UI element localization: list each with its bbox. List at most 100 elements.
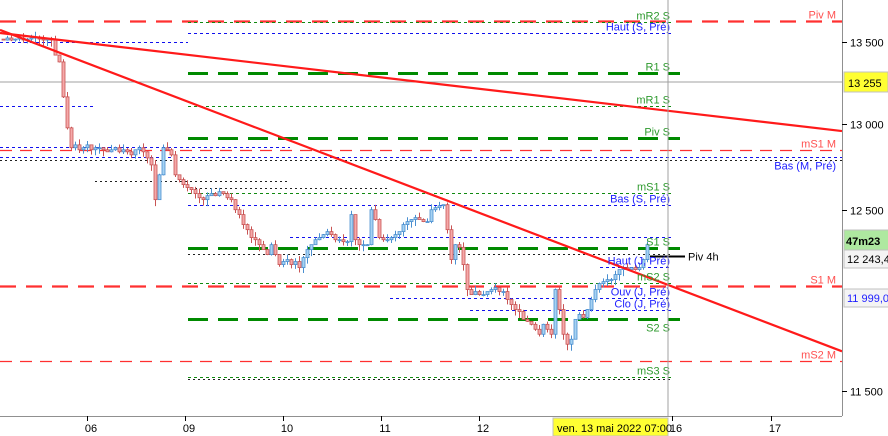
candle (605, 279, 610, 283)
time-axis[interactable]: 06 09 10 11 12 16 17 ven. 13 mai 2022 07:00 (0, 416, 842, 436)
candle (333, 234, 338, 241)
candle (637, 267, 642, 270)
candle (201, 197, 206, 201)
candle (177, 174, 182, 181)
candle (209, 193, 214, 197)
candle (461, 246, 466, 265)
candle (233, 199, 238, 211)
level-label: mR1 S (636, 95, 670, 107)
candle (537, 328, 542, 335)
candle (429, 209, 434, 222)
trendline[interactable] (0, 28, 843, 353)
price-tick-label: 13 000 (850, 120, 884, 132)
candle (465, 264, 470, 290)
candle (257, 239, 262, 246)
candle (297, 261, 302, 269)
candle (77, 144, 82, 151)
candle (269, 244, 274, 255)
candle (609, 279, 614, 282)
candle (241, 214, 246, 225)
candle (457, 244, 462, 248)
candle (545, 323, 550, 330)
candle (477, 291, 482, 296)
candle (169, 149, 174, 156)
time-tick-label: 17 (769, 423, 781, 435)
candle (493, 287, 498, 290)
candle (341, 239, 346, 243)
candle (285, 259, 290, 262)
trendlines-layer[interactable] (0, 28, 843, 353)
level-label: mS2 S (637, 272, 670, 284)
candle (85, 144, 90, 149)
candle (473, 291, 478, 296)
level-label: S1 M (810, 275, 836, 287)
candle (97, 147, 102, 150)
timer-label: 47m23 (846, 236, 880, 248)
candle (69, 127, 74, 149)
crosshair-time-label: ven. 13 mai 2022 07:00 (557, 423, 672, 435)
last-value-label: 12 243,4 (847, 254, 888, 266)
candle (89, 144, 94, 151)
candle (497, 287, 502, 292)
candle (593, 289, 598, 300)
trendline[interactable] (0, 31, 843, 133)
time-tick-label: 16 (670, 423, 682, 435)
level-label: R1 S (646, 62, 670, 74)
candle (413, 217, 418, 220)
candle (185, 184, 190, 188)
price-axis[interactable]: 13 500 13 000 12 500 11 500 13 255 47m23 12… (842, 0, 888, 416)
candle (101, 147, 106, 151)
level-label: Bas (S, Pré) (610, 194, 670, 206)
level-label: Haut (S, Pré) (606, 22, 670, 34)
candle (145, 151, 150, 159)
candle (197, 193, 202, 199)
candle (577, 314, 582, 320)
candle (377, 219, 382, 238)
candle (305, 249, 310, 259)
candle (225, 193, 230, 199)
candle (317, 237, 322, 241)
level-label: Bas (M, Pré) (774, 161, 836, 173)
level-label: mS3 S (637, 366, 670, 378)
candle (133, 149, 138, 156)
candle (641, 259, 646, 269)
candle (313, 239, 318, 246)
candle (389, 237, 394, 241)
candle (405, 221, 410, 225)
candle (181, 179, 186, 186)
candle (81, 147, 86, 151)
candle (369, 209, 374, 246)
candle (645, 244, 650, 260)
level-label: mR2 S (636, 11, 670, 23)
candle (629, 267, 634, 270)
candle (533, 323, 538, 330)
candle (601, 281, 606, 284)
candle (561, 309, 566, 335)
candle (345, 241, 350, 244)
candle (613, 274, 618, 281)
candle (441, 204, 446, 207)
candle (633, 267, 638, 270)
current-price-label: 13 255 (848, 78, 882, 90)
candle (289, 259, 294, 265)
candle (585, 309, 590, 318)
candle (445, 204, 450, 231)
candle (425, 221, 430, 223)
candle (417, 217, 422, 220)
level-label: Clo (J, Pré) (614, 299, 670, 311)
candle (565, 333, 570, 345)
current-price-box (843, 71, 888, 93)
candle (525, 318, 530, 322)
candle (485, 291, 490, 296)
candle (153, 164, 158, 201)
candle (517, 309, 522, 312)
candle (553, 289, 558, 335)
candle (329, 231, 334, 235)
price-tick-label: 11 500 (850, 387, 883, 399)
candle (397, 231, 402, 235)
candle (281, 261, 286, 265)
price-tick-label: 12 500 (850, 206, 884, 218)
